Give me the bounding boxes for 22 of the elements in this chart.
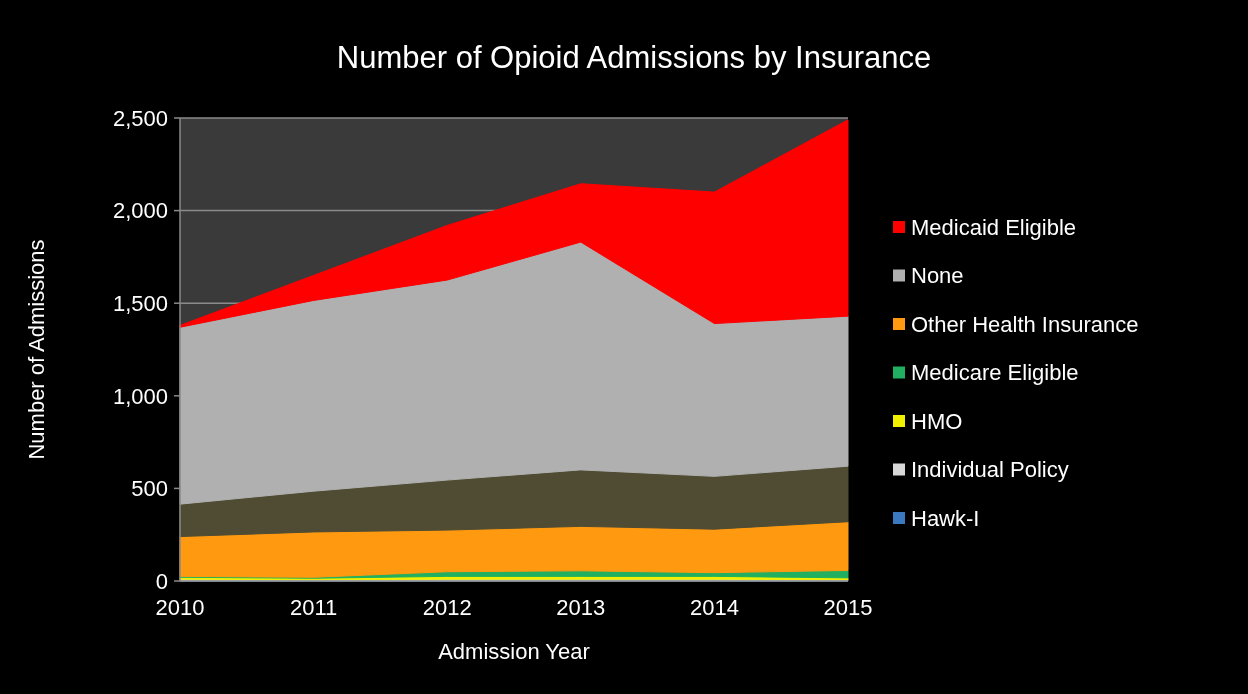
legend-label: Hawk-I — [911, 505, 980, 531]
chart-title: Number of Opioid Admissions by Insurance — [336, 40, 932, 75]
y-tick-label: 2,500 — [112, 105, 168, 131]
legend-label: Medicare Eligible — [911, 360, 1079, 386]
y-axis-title: Number of Admissions — [24, 239, 49, 460]
y-tick-label: 500 — [131, 476, 168, 502]
y-tick-label: 1,500 — [112, 290, 168, 316]
y-tick-label: 0 — [155, 568, 168, 594]
legend-label: Medicaid Eligible — [911, 214, 1077, 240]
x-tick-label: 2012 — [422, 595, 472, 620]
y-tick-label: 1,000 — [112, 383, 168, 409]
y-tick-label: 2,000 — [112, 198, 168, 224]
x-axis-title: Admission Year — [438, 639, 590, 664]
x-tick-label: 2013 — [556, 595, 606, 620]
legend-label: HMO — [911, 408, 963, 434]
legend-label: None — [911, 263, 964, 289]
legend-label: Other Health Insurance — [911, 311, 1139, 337]
x-tick-label: 2015 — [823, 595, 873, 620]
x-tick-label: 2011 — [289, 595, 338, 620]
x-tick-label: 2014 — [689, 595, 739, 620]
legend-label: Individual Policy — [911, 457, 1069, 483]
x-tick-label: 2010 — [155, 595, 205, 620]
